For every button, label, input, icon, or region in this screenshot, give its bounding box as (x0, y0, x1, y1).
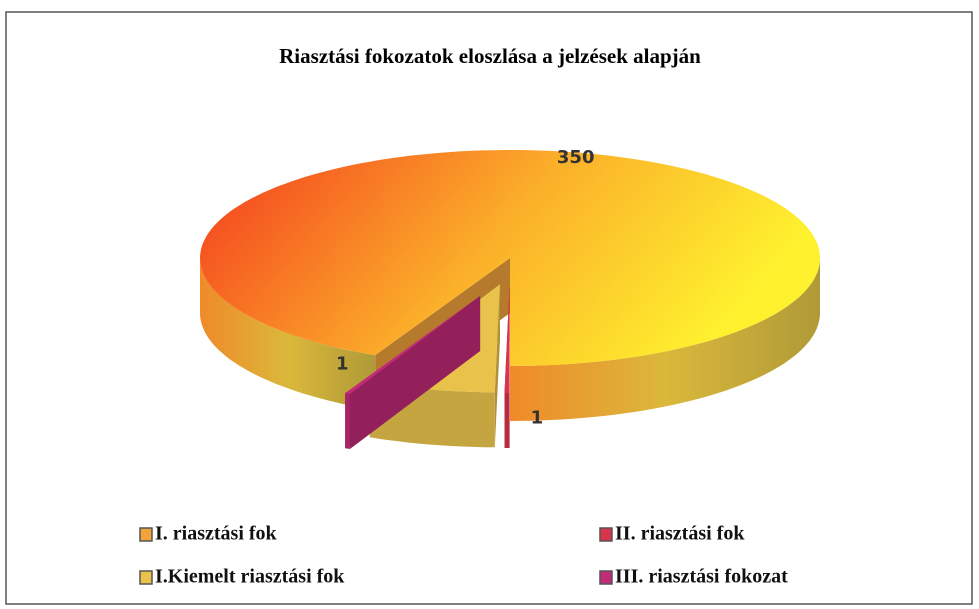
legend-label: I. riasztási fok (155, 523, 278, 545)
slice-wall (200, 258, 376, 411)
legend-label: III. riasztási fokozat (615, 566, 788, 588)
legend-label: II. riasztási fok (615, 523, 745, 545)
slice-top (200, 150, 820, 366)
legend-swatch (139, 527, 153, 542)
legend-swatch (139, 570, 153, 585)
legend-swatch (599, 527, 613, 542)
data-label: 350 (557, 147, 595, 168)
slice-top (504, 285, 510, 393)
data-label: 1 (336, 353, 349, 374)
slice (504, 285, 510, 448)
slice-top (345, 296, 481, 394)
chart-title: Riasztási fokozatok eloszlása a jelzések… (279, 44, 701, 68)
data-label: 1 (531, 407, 544, 428)
slice-wall (504, 393, 510, 448)
slice (200, 150, 820, 421)
slice-wall (510, 258, 820, 421)
legend-swatch (599, 570, 613, 585)
slice-side (345, 296, 481, 449)
legend-label: I.Kiemelt riasztási fok (155, 566, 345, 588)
slice (345, 296, 481, 449)
slice-wall (345, 393, 350, 449)
